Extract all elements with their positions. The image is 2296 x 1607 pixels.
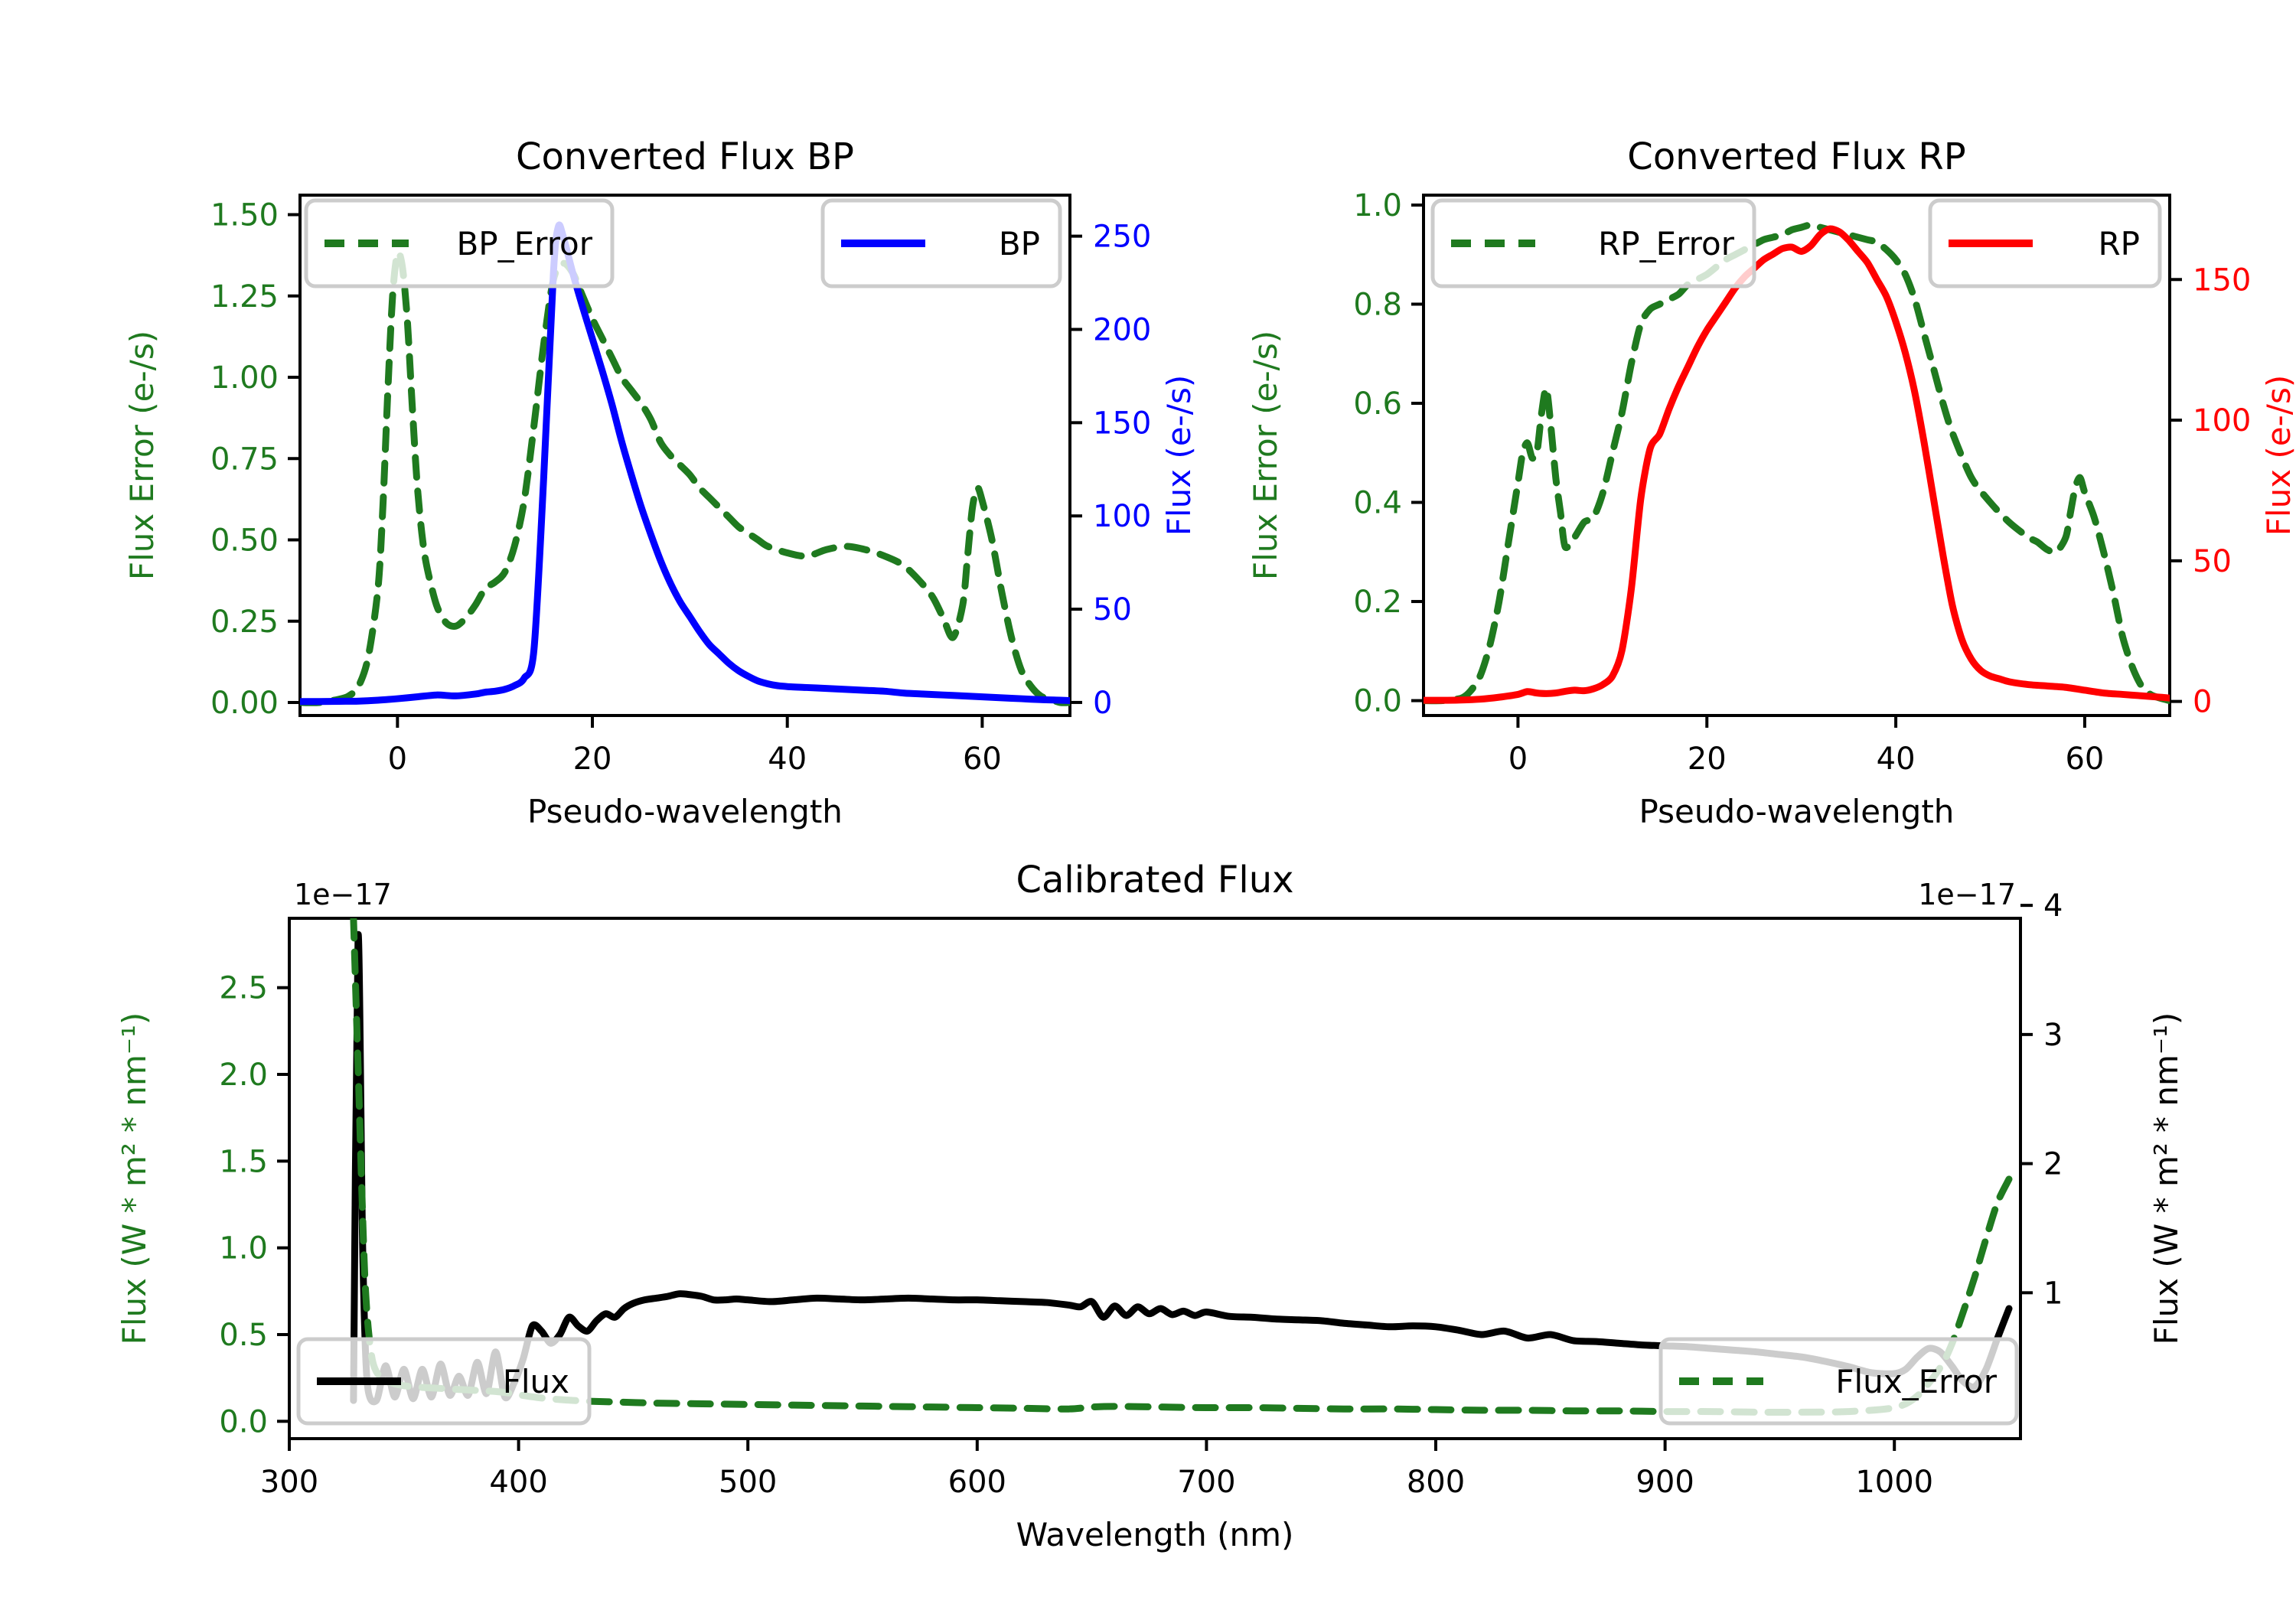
legend-flux-error: Flux_Error: [1658, 1337, 2019, 1426]
series-bp: [300, 221, 1070, 706]
y-tick-label-left: 0.8: [1353, 287, 1402, 322]
y-tick-label-right: 3: [2043, 1018, 2063, 1053]
y-tick-label-left: 1.50: [210, 198, 279, 233]
y-tick-label-left: 0.0: [219, 1404, 268, 1439]
y-tick-label-right: 0: [1093, 686, 1112, 721]
y-tick-label-left: 2.5: [219, 971, 268, 1006]
y-tick-label-left: 0.6: [1353, 386, 1402, 422]
legend-rp: RP: [1928, 198, 2162, 288]
plot-frame: [288, 917, 2022, 1440]
y-tick-label-left: 1.0: [1353, 188, 1402, 223]
y-tick-label-left: 0.5: [219, 1318, 268, 1353]
plot-frame: [1422, 194, 2171, 717]
y-tick-label-right: 100: [2193, 403, 2251, 438]
panel-calibrated-flux: Calibrated Flux 300 400 500 600 700 800 900 1000…: [0, 804, 2296, 1607]
x-tick-label: 60: [963, 742, 1002, 777]
panel-title: Calibrated Flux: [1016, 859, 1293, 901]
y-axis-label-left: Flux Error (e-/s): [123, 331, 161, 580]
y-tick-label-left: 0.2: [1353, 585, 1402, 620]
y-tick-label-right: 2: [2043, 1147, 2063, 1182]
x-tick-label: 60: [2065, 742, 2104, 777]
y-tick-label-right: 200: [1093, 312, 1151, 347]
y-tick-label-left: 2.0: [219, 1058, 268, 1093]
y-axis-label-right: Flux (W * m² * nm⁻¹): [2148, 1012, 2185, 1345]
y-tick-label-right: 150: [2193, 262, 2251, 298]
y-tick-label-right: 50: [2193, 544, 2232, 579]
y-tick-label-left: 0.25: [210, 605, 279, 640]
legend-box: [304, 198, 615, 288]
legend-label: BP: [999, 225, 1040, 262]
x-tick-label: 500: [719, 1465, 777, 1500]
y-tick-label-left: 1.00: [210, 360, 279, 396]
y-tick-label-left: 0.0: [1353, 684, 1402, 719]
y-tick-label-left: 0.4: [1353, 486, 1402, 521]
legend-box: [1658, 1337, 2019, 1426]
legend-box: [296, 1337, 592, 1426]
x-tick-label: 20: [573, 742, 612, 777]
y-tick-label-left: 1.5: [219, 1144, 268, 1179]
y-tick-label-left: 0.75: [210, 442, 279, 477]
legend-label: RP: [2098, 225, 2140, 262]
y-tick-label-right: 4: [2043, 888, 2063, 924]
x-tick-label: 900: [1636, 1465, 1694, 1500]
x-axis-label: Pseudo-wavelength: [527, 793, 843, 830]
y-offset-label-left: 1e−17: [294, 878, 392, 911]
series-rp: [1424, 225, 2170, 704]
x-tick-label: 300: [260, 1465, 318, 1500]
panel-title: Converted Flux BP: [516, 135, 854, 178]
y-tick-label-right: 1: [2043, 1276, 2063, 1311]
x-tick-label: 20: [1688, 742, 1727, 777]
x-tick-label: 40: [768, 742, 807, 777]
y-tick-label-right: 50: [1093, 592, 1132, 627]
x-tick-label: 400: [489, 1465, 547, 1500]
legend-box: [1928, 198, 2162, 288]
legend-rp-error: RP_Error: [1430, 198, 1756, 288]
legend-label: Flux: [503, 1363, 569, 1400]
y-tick-label-left: 1.25: [210, 279, 279, 315]
y-tick-label-right: 0: [2193, 685, 2212, 720]
y-tick-label-right: 250: [1093, 220, 1151, 255]
legend-box: [1430, 198, 1756, 288]
x-tick-label: 0: [1508, 742, 1528, 777]
y-axis-label-left: Flux Error (e-/s): [1247, 331, 1284, 580]
y-tick-label-right: 150: [1093, 406, 1151, 441]
series-rp-error: [1424, 221, 2170, 705]
x-tick-label: 1000: [1855, 1465, 1933, 1500]
x-axis-label: Wavelength (nm): [1016, 1516, 1294, 1553]
x-tick-label: 800: [1407, 1465, 1465, 1500]
legend-bp: BP: [820, 198, 1062, 288]
y-tick-label-left: 0.00: [210, 686, 279, 721]
x-axis-label: Pseudo-wavelength: [1639, 793, 1955, 830]
y-axis-label-right: Flux (e-/s): [2260, 375, 2296, 536]
plot-frame: [298, 194, 1071, 717]
x-tick-label: 700: [1177, 1465, 1235, 1500]
y-tick-label-left: 1.0: [219, 1231, 268, 1266]
x-tick-label: 600: [948, 1465, 1006, 1500]
series-bp-error: [300, 249, 1070, 706]
legend-label: RP_Error: [1598, 225, 1735, 262]
y-tick-label-left: 0.50: [210, 523, 279, 559]
legend-label: BP_Error: [456, 225, 592, 262]
panel-converted-flux-rp: Converted Flux RP 0 20 40 60 Pseudo-wavelengt…: [1133, 0, 2296, 830]
y-axis-label-right: Flux (e-/s): [1160, 375, 1198, 536]
x-tick-label: 0: [388, 742, 407, 777]
panel-converted-flux-bp: Converted Flux BP 0 20 40 60 Pseudo-wavelengt…: [0, 0, 1198, 830]
y-axis-label-left: Flux (W * m² * nm⁻¹): [116, 1012, 153, 1345]
x-tick-label: 40: [1877, 742, 1916, 777]
legend-box: [820, 198, 1062, 288]
legend-bp-error: BP_Error: [304, 198, 615, 288]
y-offset-label-right: 1e−17: [1918, 878, 2016, 911]
legend-label: Flux_Error: [1835, 1363, 1997, 1400]
y-tick-label-right: 100: [1093, 499, 1151, 534]
panel-title: Converted Flux RP: [1627, 135, 1965, 178]
series-flux: [350, 931, 2013, 1406]
legend-flux: Flux: [296, 1337, 592, 1426]
